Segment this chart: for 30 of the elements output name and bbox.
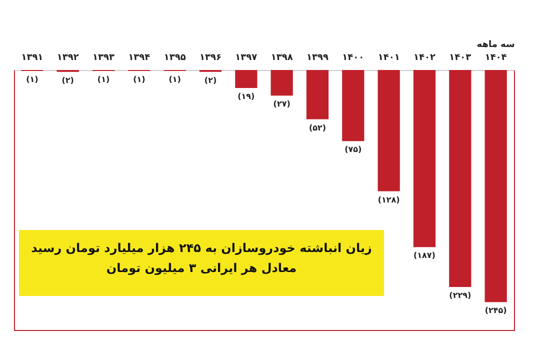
x-tick-label: ۱۴۰۰ [342, 53, 364, 63]
data-label: (۱۸۷) [414, 251, 436, 260]
x-tick-label: سه ماهه ۱۴۰۴ [476, 40, 516, 63]
annotation: معادل هر ایرانی ۳ میلیون تومان [106, 261, 297, 275]
x-tick-label: ۱۳۹۲ [56, 53, 80, 63]
data-label: (۲) [204, 76, 217, 85]
data-label: (۱) [133, 74, 146, 84]
data-label: (۷۵) [344, 145, 362, 154]
x-tick-label: ۱۳۹۵ [164, 53, 186, 63]
data-label: (۲۷) [273, 100, 290, 109]
x-tick-label: ۱۳۹۶ [200, 53, 222, 63]
x-tick-label: ۱۳۹۹ [306, 53, 329, 63]
x-tick-label: ۱۴۰۱ [378, 53, 400, 63]
data-label: (۱۲۸) [378, 195, 400, 204]
x-tick-label: ۱۴۰۳ [449, 53, 472, 63]
x-tick-label: ۱۳۹۳ [92, 53, 115, 63]
x-tick-label: ۱۳۹۱ [21, 53, 44, 63]
x-tick-label: ۱۳۹۴ [128, 53, 151, 63]
data-label: (۱) [168, 74, 181, 84]
data-label: (۲) [62, 76, 74, 85]
data-label: (۱) [26, 74, 38, 84]
data-label: (۲۴۵) [484, 306, 507, 316]
data-label: (۵۲) [308, 123, 326, 132]
x-tick-label: ۱۳۹۷ [235, 53, 258, 63]
annotation: زیان انباشته خودروسازان به ۲۴۵ هزار میلیارد تومان رسید [31, 241, 372, 255]
data-label: (۱) [97, 74, 110, 84]
x-tick-label: ۱۳۹۸ [270, 53, 294, 63]
data-label: (۱۹) [238, 92, 255, 102]
x-tick-label: ۱۴۰۲ [413, 53, 436, 63]
data-label: (۲۲۹) [449, 290, 472, 300]
